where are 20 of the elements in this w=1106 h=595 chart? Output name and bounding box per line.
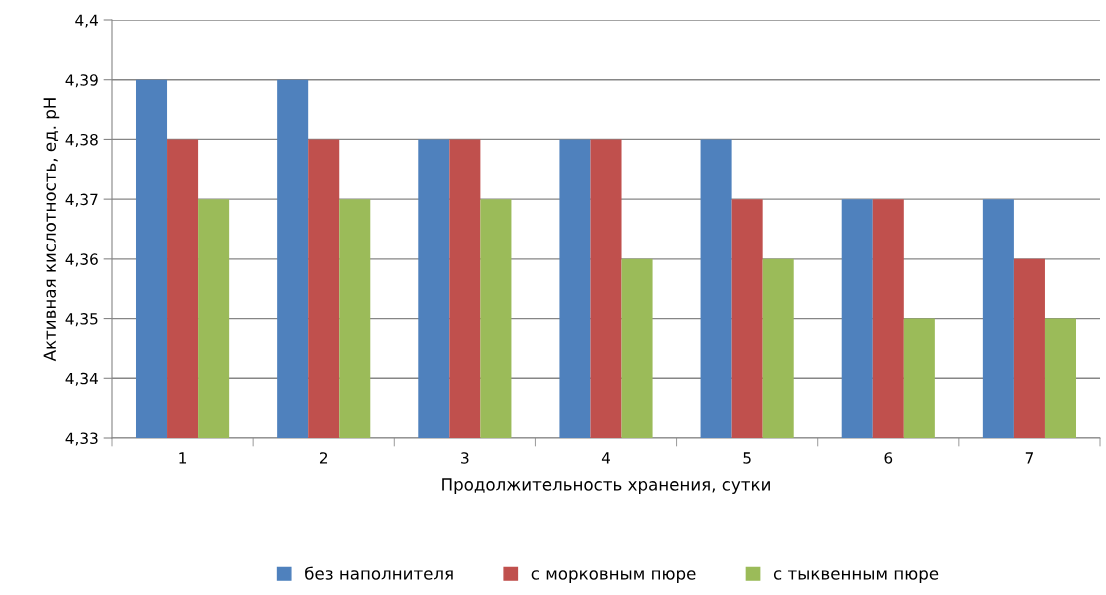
y-tick-label: 4,35 [65, 313, 98, 327]
x-axis-title: Продолжительность хранения, сутки [442, 478, 770, 494]
legend-label: без наполнителя [305, 566, 453, 580]
x-tick-label: 5 [743, 452, 751, 464]
y-tick-label: 4,34 [65, 372, 98, 386]
y-tick-label: 4,4 [75, 14, 98, 28]
x-tick-label: 2 [319, 452, 328, 464]
y-axis-title: Активная кислотность, ед. рН [43, 98, 60, 362]
x-tick-label: 1 [179, 452, 187, 464]
y-tick-label: 4,33 [65, 432, 98, 446]
legend-label: с тыквенным пюре [773, 570, 939, 583]
legend-label: с морковным пюре [531, 570, 696, 583]
y-tick-label: 4,36 [65, 253, 98, 267]
x-tick-label: 4 [601, 452, 610, 464]
x-tick-label: 3 [461, 452, 469, 464]
y-tick-label: 4,38 [65, 133, 98, 148]
x-tick-label: 7 [1025, 452, 1033, 464]
x-tick-label: 6 [884, 452, 893, 464]
y-tick-label: 4,39 [65, 74, 98, 88]
y-tick-label: 4,37 [65, 193, 98, 207]
